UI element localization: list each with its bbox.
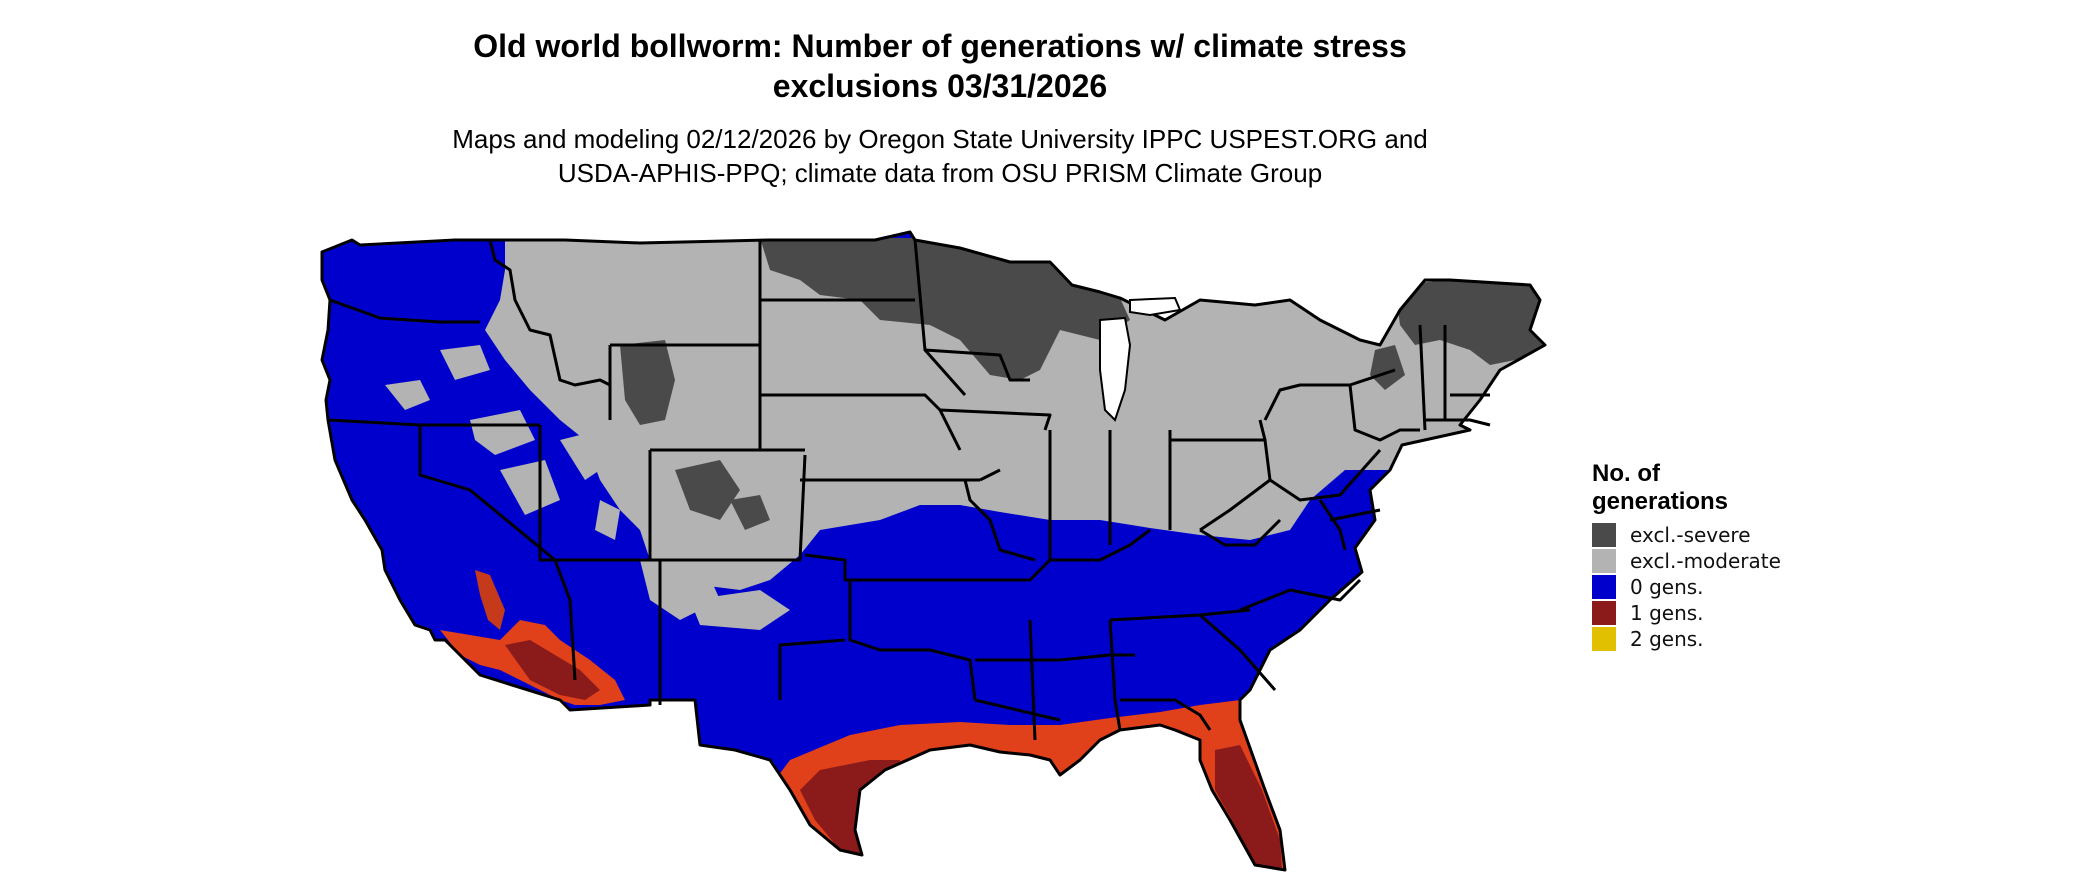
legend-swatch-0-gens <box>1592 575 1616 599</box>
us-map <box>320 230 1547 872</box>
map-subtitle-line2: USDA-APHIS-PPQ; climate data from OSU PR… <box>557 158 1323 188</box>
map-title-line2: exclusions 03/31/2026 <box>772 68 1108 104</box>
zone-1-gen-colorado-river <box>475 570 505 630</box>
great-lakes <box>1099 296 1182 422</box>
map-title-line1: Old world bollworm: Number of generation… <box>473 28 1407 64</box>
legend-swatch-2-gens <box>1592 627 1616 651</box>
legend-item-1-gens: 1 gens. <box>1592 600 1781 626</box>
legend-item-2-gens: 2 gens. <box>1592 626 1781 652</box>
legend-label-excl-severe: excl.-severe <box>1630 523 1751 547</box>
state-borders <box>320 230 1547 872</box>
legend-swatch-excl-severe <box>1592 523 1616 547</box>
legend-item-excl-severe: excl.-severe <box>1592 522 1781 548</box>
legend-label-excl-moderate: excl.-moderate <box>1630 549 1781 573</box>
legend-label-2-gens: 2 gens. <box>1630 627 1704 651</box>
map-subtitle: Maps and modeling 02/12/2026 by Oregon S… <box>0 122 1880 190</box>
legend-item-0-gens: 0 gens. <box>1592 574 1781 600</box>
zone-1-gen-florida-dark <box>1215 745 1282 870</box>
legend-label-0-gens: 0 gens. <box>1630 575 1704 599</box>
legend-title-line2: generations <box>1592 488 1729 515</box>
legend-item-excl-moderate: excl.-moderate <box>1592 548 1781 574</box>
legend-swatch-1-gens <box>1592 601 1616 625</box>
zone-excl-severe <box>620 238 1545 530</box>
legend-items: excl.-severe excl.-moderate 0 gens. 1 ge… <box>1592 522 1781 652</box>
map-legend: No. of generations excl.-severe excl.-mo… <box>1592 460 1781 652</box>
legend-title: No. of generations <box>1592 460 1781 516</box>
legend-swatch-excl-moderate <box>1592 549 1616 573</box>
legend-title-line1: No. of <box>1592 460 1660 487</box>
zone-1-gen-southwest-dark <box>505 640 600 700</box>
map-fill-layer <box>322 232 1545 870</box>
legend-label-1-gens: 1 gens. <box>1630 601 1704 625</box>
map-subtitle-line1: Maps and modeling 02/12/2026 by Oregon S… <box>452 124 1428 154</box>
map-title: Old world bollworm: Number of generation… <box>0 26 1880 106</box>
